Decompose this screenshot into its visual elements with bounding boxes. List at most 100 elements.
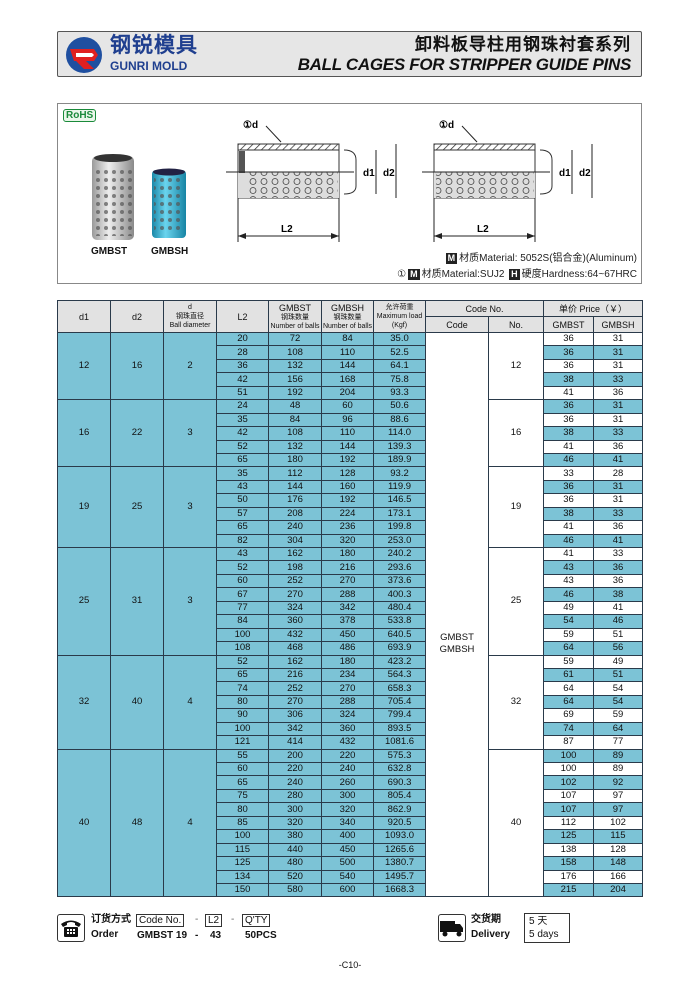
cell-gmbst-balls: 108 bbox=[268, 426, 322, 441]
cell-d1: 12 bbox=[57, 331, 111, 401]
cell-max-load: 50.6 bbox=[373, 399, 426, 414]
cell-price-gmbst: 100 bbox=[543, 748, 594, 764]
cell-gmbsh-balls: 450 bbox=[321, 842, 374, 858]
code-gmbst: GMBST bbox=[440, 631, 474, 643]
cell-price-gmbsh: 89 bbox=[592, 761, 644, 777]
cell-price-gmbst: 64 bbox=[543, 641, 594, 656]
cell-price-gmbst: 41 bbox=[543, 385, 594, 401]
material-line-ball: ① M 材质Material:SUJ2 H 硬度Hardness:64~67HRC bbox=[397, 268, 637, 281]
cell-gmbst-balls: 468 bbox=[268, 641, 322, 656]
cell-gmbst-balls: 360 bbox=[268, 614, 322, 629]
cell-l2: 100 bbox=[216, 829, 269, 844]
cell-l2: 85 bbox=[216, 815, 269, 831]
cell-gmbsh-balls: 220 bbox=[321, 748, 374, 764]
header-code: Code bbox=[425, 316, 489, 333]
order-box-l2: L2 bbox=[205, 914, 223, 927]
cell-d2: 16 bbox=[110, 331, 164, 401]
cell-l2: 52 bbox=[216, 654, 269, 669]
cell-l2: 55 bbox=[216, 748, 269, 764]
table-row: 32 40 4 52 162 180 423.2 32 59 49 bbox=[57, 654, 644, 750]
cell-gmbst-balls: 270 bbox=[268, 587, 322, 602]
cell-code: GMBST GMBSH bbox=[425, 331, 489, 898]
ball-label: ①d bbox=[243, 120, 258, 131]
cell-l2: 43 bbox=[216, 546, 269, 562]
cell-gmbsh-balls: 240 bbox=[321, 761, 374, 777]
table-row: 150 580 600 1668.3 215 204 bbox=[58, 882, 644, 898]
cell-max-load: 93.3 bbox=[373, 385, 426, 401]
cell-price-gmbst: 215 bbox=[543, 882, 594, 898]
table-row: 80 300 320 862.9 107 97 bbox=[58, 802, 644, 817]
cell-max-load: 799.4 bbox=[373, 708, 426, 723]
cell-price-gmbst: 38 bbox=[543, 372, 594, 387]
table-row: 77 324 342 480.4 49 41 bbox=[58, 600, 644, 616]
cell-price-gmbst: 107 bbox=[543, 802, 594, 817]
cell-max-load: 805.4 bbox=[373, 788, 426, 804]
ball-marker: ① bbox=[397, 269, 407, 280]
cell-max-load: 1380.7 bbox=[373, 856, 426, 871]
cell-gmbst-balls: 220 bbox=[268, 761, 322, 777]
material-line-aluminum: M 材质Material: 5052S(铝合金)(Aluminum) bbox=[444, 252, 637, 265]
cell-l2: 80 bbox=[216, 802, 269, 817]
cell-d1: 19 bbox=[57, 466, 111, 548]
cell-max-load: 423.2 bbox=[373, 654, 426, 669]
order-example-code: GMBST 19 bbox=[137, 930, 188, 941]
delivery-label-cn: 交货期 bbox=[471, 914, 501, 925]
cell-gmbsh-balls: 500 bbox=[321, 856, 374, 871]
cell-price-gmbsh: 102 bbox=[592, 815, 644, 831]
cell-price-gmbsh: 28 bbox=[592, 466, 644, 481]
table-row: 100 432 450 640.5 59 51 bbox=[58, 627, 644, 643]
cell-l2: 50 bbox=[216, 493, 269, 508]
cell-l2: 134 bbox=[216, 869, 269, 884]
cell-l2: 43 bbox=[216, 479, 269, 495]
cell-gmbst-balls: 200 bbox=[268, 748, 322, 764]
drawing-gmbsh bbox=[422, 125, 593, 242]
header-code-no: Code No. bbox=[425, 300, 544, 317]
cell-price-gmbst: 41 bbox=[543, 439, 594, 454]
cell-gmbsh-balls: 320 bbox=[321, 802, 374, 817]
cell-ball-diameter: 3 bbox=[163, 547, 217, 656]
cell-price-gmbst: 46 bbox=[543, 452, 594, 468]
cell-no: 32 bbox=[488, 654, 544, 750]
cell-ball-diameter: 3 bbox=[163, 466, 217, 548]
cell-l2: 65 bbox=[216, 452, 269, 468]
cell-gmbst-balls: 84 bbox=[268, 412, 322, 428]
cell-gmbst-balls: 72 bbox=[268, 331, 322, 347]
cell-gmbsh-balls: 288 bbox=[321, 694, 374, 710]
table-row: 60 220 240 632.8 100 89 bbox=[58, 761, 644, 777]
cell-price-gmbst: 102 bbox=[543, 775, 594, 790]
cell-l2: 60 bbox=[216, 761, 269, 777]
hardness-text: 硬度Hardness:64~67HRC bbox=[521, 269, 637, 280]
spec-table: d1 d2 d 钢珠直径 Ball diameter L2 GMBST 钢珠数量 Num… bbox=[57, 300, 644, 898]
cell-d2: 48 bbox=[110, 748, 164, 898]
cell-gmbst-balls: 108 bbox=[268, 345, 322, 360]
table-row: 85 320 340 920.5 112 102 bbox=[58, 815, 644, 831]
table-row: 115 440 450 1265.6 138 128 bbox=[58, 842, 644, 858]
cell-max-load: 373.6 bbox=[373, 573, 426, 589]
cell-max-load: 146.5 bbox=[373, 493, 426, 508]
table-row: 100 380 400 1093.0 125 115 bbox=[58, 829, 644, 844]
cell-gmbsh-balls: 234 bbox=[321, 667, 374, 683]
material-badge: M bbox=[445, 253, 458, 264]
cell-gmbst-balls: 162 bbox=[268, 546, 322, 562]
cell-gmbsh-balls: 96 bbox=[321, 412, 374, 428]
l2-label: L2 bbox=[477, 224, 489, 235]
header-price-gmbst: GMBST bbox=[543, 316, 594, 333]
cell-price-gmbst: 176 bbox=[543, 869, 594, 884]
cell-l2: 115 bbox=[216, 842, 269, 858]
cell-gmbsh-balls: 204 bbox=[321, 385, 374, 401]
cell-no: 25 bbox=[488, 547, 544, 656]
cell-d1: 40 bbox=[57, 748, 111, 898]
cell-d1: 32 bbox=[57, 654, 111, 750]
cell-price-gmbsh: 46 bbox=[592, 614, 644, 629]
cell-price-gmbsh: 31 bbox=[592, 399, 644, 414]
cell-gmbsh-balls: 324 bbox=[321, 708, 374, 723]
table-row: 19 25 3 35 112 128 93.2 19 33 28 bbox=[57, 466, 644, 548]
cell-max-load: 533.8 bbox=[373, 614, 426, 629]
cell-price-gmbsh: 31 bbox=[592, 358, 644, 374]
header-gmbsh-balls: GMBSH 钢珠数量 Number of balls bbox=[321, 300, 374, 333]
cell-gmbst-balls: 280 bbox=[268, 788, 322, 804]
cell-price-gmbsh: 41 bbox=[592, 452, 644, 468]
cell-price-gmbst: 74 bbox=[543, 721, 594, 737]
cell-max-load: 93.2 bbox=[373, 466, 426, 481]
cell-l2: 82 bbox=[216, 533, 269, 549]
